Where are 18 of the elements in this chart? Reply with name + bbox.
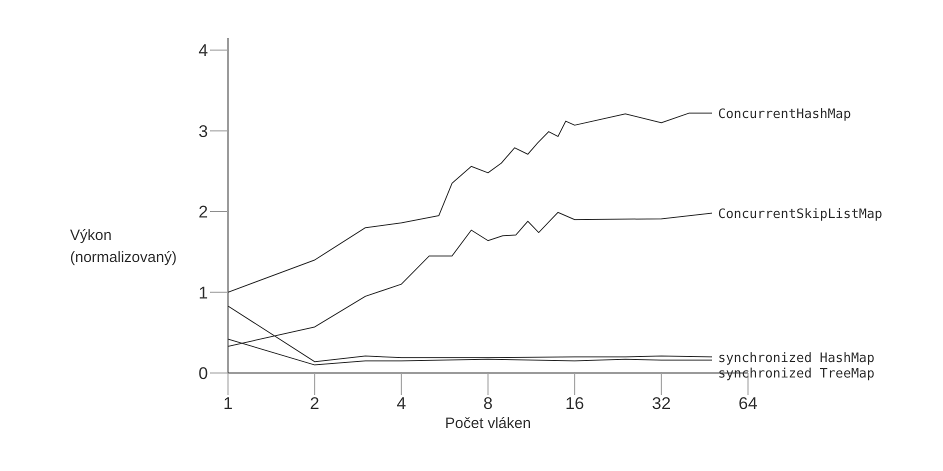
y-axis-title: Výkon (normalizovaný) <box>70 226 177 268</box>
x-tick-label: 1 <box>223 394 233 414</box>
series-label: ConcurrentHashMap <box>718 107 852 122</box>
x-tick-label: 64 <box>738 394 758 414</box>
y-tick-label: 3 <box>198 122 208 141</box>
series-label: synchronized TreeMap <box>718 366 875 382</box>
series-label: ConcurrentSkipListMap <box>718 207 883 222</box>
x-axis-title: Počet vláken <box>445 415 531 432</box>
x-tick-label: 16 <box>565 394 584 414</box>
y-tick-label: 4 <box>198 41 208 60</box>
series-label: synchronized HashMap <box>718 350 875 366</box>
y-tick-label: 0 <box>198 364 208 384</box>
y-tick-label: 1 <box>198 283 208 302</box>
x-tick-label: 4 <box>396 394 406 414</box>
x-tick-label: 8 <box>483 394 493 414</box>
y-tick-label: 2 <box>198 202 208 222</box>
x-tick-label: 32 <box>652 394 671 414</box>
x-tick-label: 2 <box>310 394 320 414</box>
